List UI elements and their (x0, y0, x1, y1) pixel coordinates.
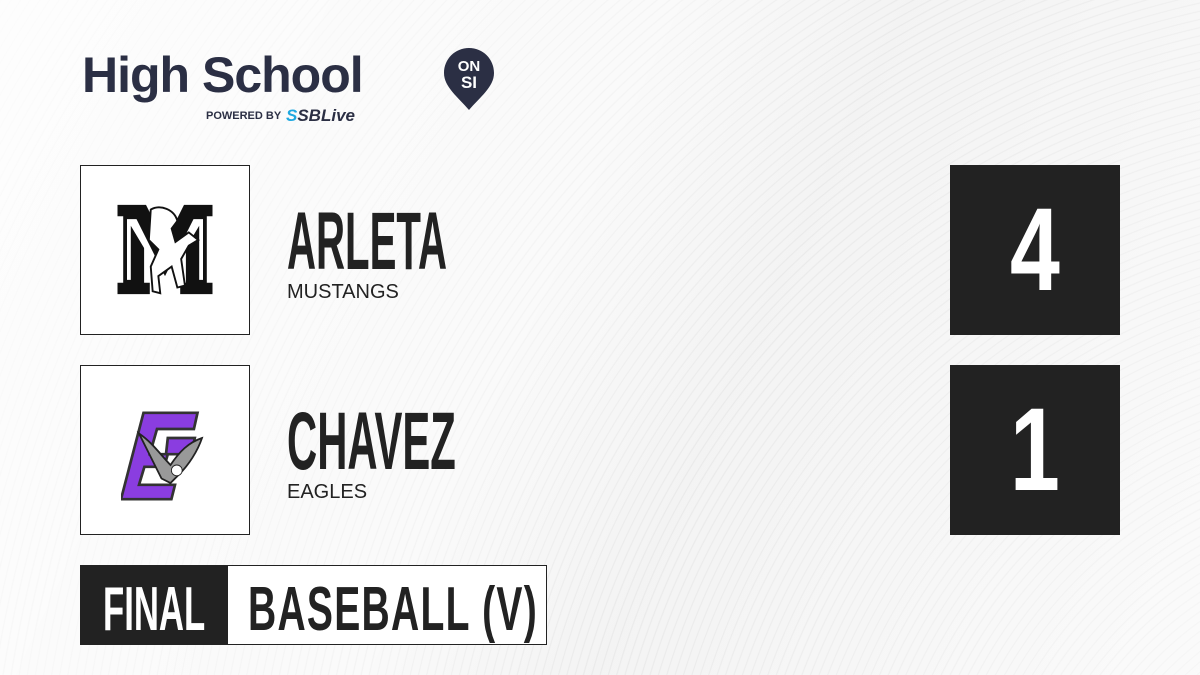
team-name: ARLETA (287, 196, 447, 287)
game-status: FINAL (103, 575, 206, 644)
sport-label: BASEBALL (V) (248, 575, 538, 644)
team-logo-box (80, 365, 250, 535)
team-logo-box (80, 165, 250, 335)
powered-by-label: POWERED BY (206, 110, 282, 122)
brand-title: High School (82, 47, 364, 103)
team-score: 4 (950, 165, 1120, 335)
svg-text:ON: ON (458, 58, 481, 75)
game-info-bar: FINAL BASEBALL (V) (80, 565, 547, 645)
team-mascot: MUSTANGS (287, 281, 399, 303)
game-status-badge: FINAL (81, 566, 228, 644)
team-name: CHAVEZ (287, 396, 456, 487)
team-mascot: EAGLES (287, 481, 368, 503)
svg-text:SI: SI (461, 73, 477, 92)
mustang-logo (117, 204, 213, 295)
eagle-logo (121, 411, 204, 501)
on-si-pin-icon: ON SI (444, 48, 494, 110)
team-score: 1 (950, 365, 1120, 535)
sblive-logo: SSBLive (286, 106, 355, 125)
